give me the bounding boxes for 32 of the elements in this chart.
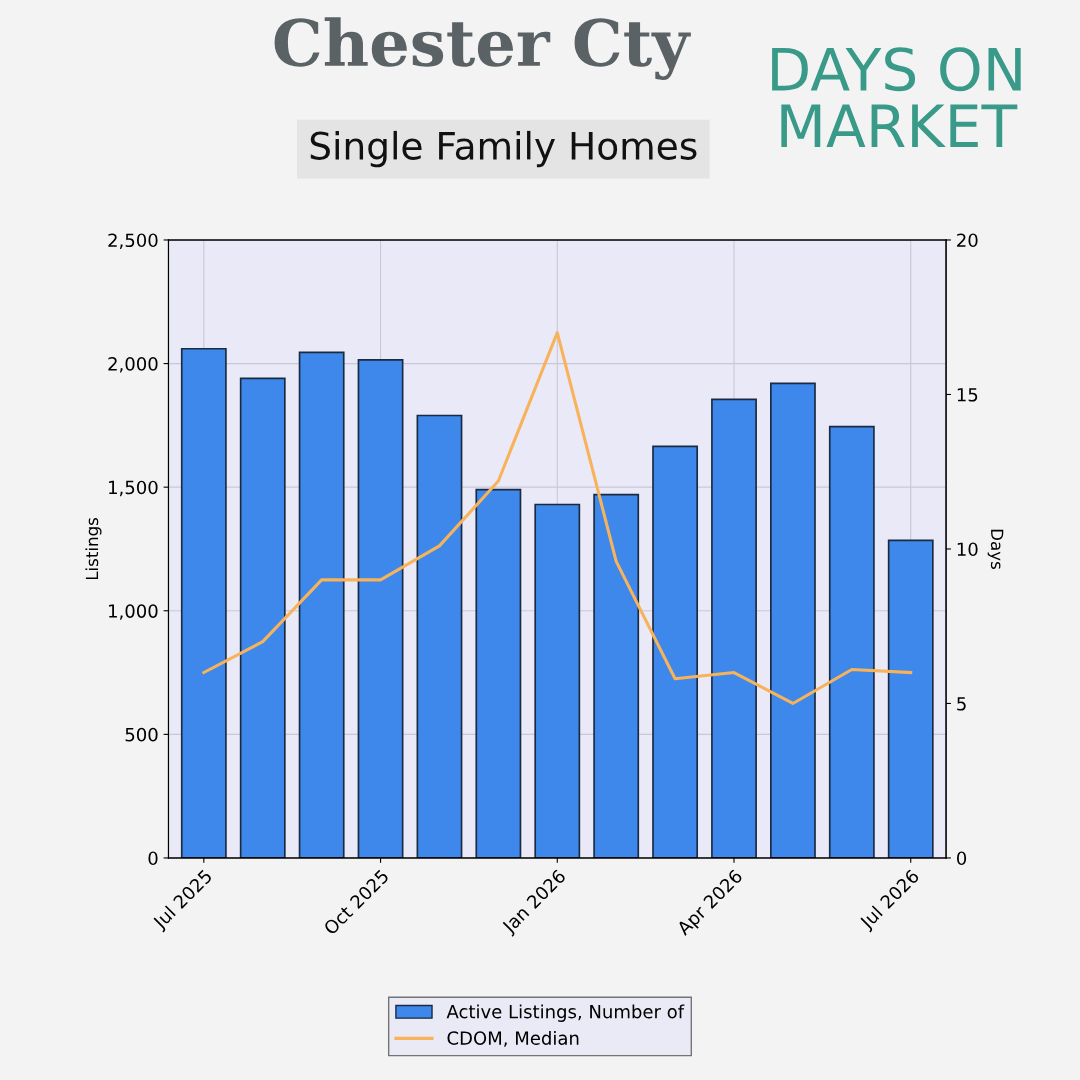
bar — [357, 359, 404, 858]
y-tick-label: 1,000 — [109, 604, 158, 620]
bar — [828, 425, 875, 858]
bar — [180, 347, 227, 858]
bar — [416, 414, 463, 858]
y2-tick-label: 10 — [957, 542, 978, 557]
bar — [887, 539, 934, 858]
chart-subtitle: Single Family Homes — [310, 130, 697, 168]
y-axis-title: Listings — [85, 517, 102, 580]
bar — [239, 377, 286, 858]
bar — [711, 398, 757, 858]
text: DAYS ON MARKET — [772, 47, 1021, 147]
line-series — [202, 331, 913, 705]
chart-title: Chester Cty — [274, 17, 691, 80]
bar — [593, 493, 640, 858]
y2-tick-label: 0 — [956, 851, 967, 866]
bar — [769, 382, 816, 858]
y2-axis-title: Days — [987, 529, 1004, 569]
y2-tick-label: 5 — [957, 697, 966, 711]
bar — [534, 503, 581, 858]
y-tick-label: 2,000 — [108, 357, 158, 373]
y2-tick-label: 20 — [957, 233, 978, 248]
y-tick-label: 1,500 — [109, 480, 158, 497]
y2-tick-label: 15 — [957, 388, 978, 402]
bar — [475, 488, 522, 858]
y-tick-label: 0 — [148, 851, 158, 866]
y-tick-label: 500 — [125, 727, 158, 742]
bar — [652, 445, 699, 858]
legend-label: CDOM, Median — [447, 1030, 579, 1047]
legend-label: Active Listings, Number of — [446, 1004, 685, 1022]
bar — [298, 351, 345, 858]
y-tick-label: 2,500 — [108, 233, 158, 249]
